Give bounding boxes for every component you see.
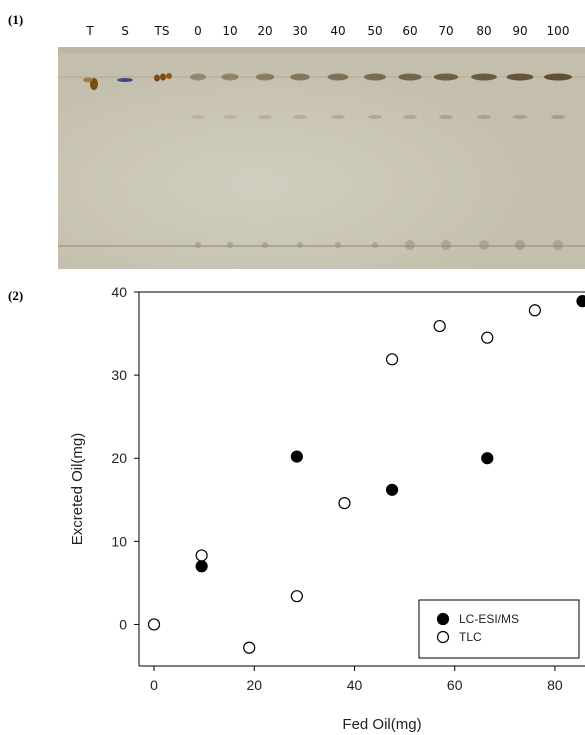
lane-band-main — [471, 73, 497, 81]
legend-label: TLC — [459, 630, 482, 644]
legend-marker-tlc — [436, 630, 450, 644]
lc-esi-ms-point — [290, 450, 303, 463]
lane-band-main — [433, 73, 459, 81]
lane-band-secondary — [258, 115, 272, 119]
lane-label: TS — [154, 24, 170, 38]
lane-label: 80 — [476, 24, 492, 38]
lane-spot — [160, 73, 166, 81]
lane-band-secondary — [293, 115, 307, 119]
legend-label: LC-ESI/MS — [459, 612, 519, 626]
y-tick-label: 0 — [119, 616, 127, 632]
lane-band-main — [327, 73, 349, 81]
y-tick-label: 20 — [111, 450, 127, 466]
lane-band-secondary — [368, 115, 382, 119]
tlc-point — [385, 353, 399, 366]
legend-box — [418, 599, 580, 659]
lane-origin-spot — [405, 240, 415, 250]
y-axis-title: Excreted Oil(mg) — [69, 433, 86, 546]
tlc-plate-image — [58, 47, 585, 269]
lane-label: 100 — [546, 24, 570, 38]
lane-origin-spot — [479, 240, 489, 250]
tlc-point — [338, 497, 351, 510]
tlc-point — [528, 304, 541, 317]
x-tick-label: 20 — [246, 677, 262, 693]
tlc-point — [195, 549, 208, 562]
y-tick-label: 30 — [111, 367, 127, 383]
lc-esi-ms-point — [481, 452, 494, 465]
tlc-point — [481, 331, 494, 344]
lane-label: 60 — [402, 24, 418, 38]
lane-band-secondary — [513, 115, 527, 119]
lane-label: T — [86, 24, 94, 38]
lc-esi-ms-point — [385, 483, 399, 496]
x-tick-label: 0 — [150, 677, 158, 693]
lane-label: 90 — [512, 24, 528, 38]
lane-label: 30 — [292, 24, 308, 38]
x-axis-title: Fed Oil(mg) — [342, 716, 421, 733]
lane-band-secondary — [191, 115, 205, 119]
lane-label: 0 — [194, 24, 202, 38]
y-tick-label: 40 — [111, 284, 127, 300]
legend-marker-lc-esi-ms — [436, 612, 450, 626]
lane-origin-spot — [515, 240, 525, 250]
lane-origin-spot — [441, 240, 451, 250]
chart-legend: LC-ESI/MS TLC — [418, 599, 580, 659]
lane-origin-spot — [262, 242, 268, 248]
lane-band-main — [255, 73, 275, 81]
lane-origin-spot — [227, 242, 233, 248]
lane-band-secondary — [477, 115, 491, 119]
tlc-point — [243, 641, 256, 654]
lane-band-secondary — [223, 115, 237, 119]
lane-band-main — [190, 73, 206, 81]
lane-band-main — [364, 73, 386, 81]
lane-origin-spot — [335, 242, 341, 248]
lane-band-main — [221, 73, 239, 81]
lane-spot — [117, 78, 133, 82]
lane-band-main — [290, 73, 310, 81]
lane-spot — [83, 77, 93, 83]
lane-band-main — [506, 73, 534, 81]
y-tick-label: 10 — [111, 533, 127, 549]
lane-label: 10 — [222, 24, 238, 38]
panel-2-label: (2) — [8, 288, 24, 303]
lc-esi-ms-point — [576, 295, 585, 308]
lane-band-secondary — [331, 115, 345, 119]
x-tick-label: 80 — [547, 677, 563, 693]
lane-label: 20 — [257, 24, 273, 38]
lane-band-main — [398, 73, 422, 81]
lane-band-secondary — [403, 115, 417, 119]
lane-label: S — [121, 24, 129, 38]
lane-band-main — [544, 73, 572, 81]
lane-label: 40 — [330, 24, 346, 38]
lane-band-secondary — [551, 115, 565, 119]
lane-spot — [154, 74, 160, 82]
lane-band-secondary — [439, 115, 453, 119]
tlc-point — [290, 590, 303, 603]
lane-origin-spot — [553, 240, 563, 250]
lane-spot — [166, 73, 172, 79]
tlc-point — [433, 319, 446, 333]
plate-background — [58, 47, 585, 269]
lane-origin-spot — [195, 242, 201, 248]
lane-origin-spot — [372, 242, 378, 248]
tlc-point — [147, 618, 161, 631]
data-points — [147, 295, 585, 654]
plate-top-edge — [58, 47, 585, 53]
lane-origin-spot — [297, 242, 303, 248]
panel-1-label: (1) — [8, 12, 24, 27]
x-tick-label: 60 — [447, 677, 463, 693]
x-tick-label: 40 — [347, 677, 363, 693]
lc-esi-ms-point — [195, 560, 208, 573]
lane-label: 70 — [438, 24, 454, 38]
lane-label: 50 — [367, 24, 383, 38]
